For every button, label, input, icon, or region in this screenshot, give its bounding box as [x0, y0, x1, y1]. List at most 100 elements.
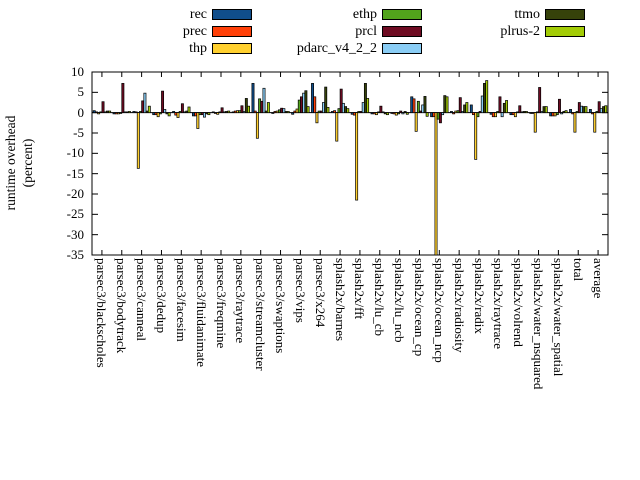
bar-plrus-2 — [187, 106, 191, 114]
legend-item-plrus-2: plrus-2 — [420, 23, 585, 40]
bar-pdarc_v4_2_2 — [560, 112, 564, 115]
bar-prcl — [220, 107, 224, 114]
legend-label: rec — [189, 7, 207, 22]
x-tick-label: parsec3/vips — [292, 258, 308, 323]
bar-prcl — [498, 96, 502, 114]
bar-prec — [452, 112, 456, 115]
bar-plrus-2 — [108, 110, 112, 114]
bar-prec — [412, 98, 416, 114]
bar-pdarc_v4_2_2 — [441, 112, 445, 116]
bar-thp — [513, 112, 517, 118]
bar-plrus-2 — [167, 112, 171, 117]
x-tick-label: splash2x/lu_ncb — [392, 258, 408, 343]
bar-plrus-2 — [485, 80, 489, 114]
bar-plrus-2 — [564, 110, 568, 114]
bar-rec — [251, 83, 255, 114]
legend-label: ttmo — [514, 7, 540, 22]
x-tick-label: splash2x/volrend — [511, 258, 527, 347]
bar-thp — [434, 112, 438, 256]
bar-plrus-2 — [306, 106, 310, 114]
bar-ttmo — [244, 98, 248, 114]
bar-prcl — [240, 105, 244, 114]
bar-thp — [216, 112, 220, 115]
bar-thp — [97, 112, 101, 115]
bar-ethp — [555, 112, 559, 116]
bar-pdarc_v4_2_2 — [401, 112, 405, 115]
bar-rec — [172, 111, 176, 114]
x-tick-label: parsec3/bodytrack — [114, 258, 130, 354]
y-tick-label: -25 — [66, 206, 84, 222]
legend-label: plrus-2 — [500, 24, 540, 39]
bar-plrus-2 — [147, 105, 151, 114]
bar-pdarc_v4_2_2 — [203, 112, 206, 118]
bar-prec — [333, 110, 337, 114]
bar-thp — [593, 112, 597, 133]
bar-pdarc_v4_2_2 — [163, 109, 167, 114]
bar-pdarc_v4_2_2 — [262, 87, 266, 114]
bar-plrus-2 — [584, 106, 588, 114]
legend-label: ethp — [352, 7, 377, 22]
y-tick-label: -30 — [66, 226, 84, 242]
x-tick-label: splash2x/water_spatial — [550, 258, 566, 377]
x-tick-label: parsec3/raytrace — [233, 258, 249, 344]
legend-label: pdarc_v4_2_2 — [296, 41, 377, 56]
bar-ethp — [416, 100, 420, 114]
y-tick-label: -20 — [66, 186, 84, 201]
legend-item-pdarc_v4_2_2: pdarc_v4_2_2 — [257, 40, 422, 57]
legend-swatch-ttmo — [545, 9, 585, 20]
x-tick-label: splash2x/ocean_cp — [411, 258, 427, 357]
bar-ethp — [119, 112, 123, 114]
bar-plrus-2 — [366, 98, 370, 114]
legend-item-ethp: ethp — [257, 6, 422, 23]
bar-ttmo — [304, 90, 308, 114]
bar-prcl — [458, 97, 462, 114]
y-tick-label: 10 — [71, 64, 84, 79]
y-tick-label: 0 — [77, 104, 85, 120]
bar-ethp — [476, 112, 480, 118]
bar-prec — [134, 111, 138, 114]
y-axis-title: runtime overhead (percent) — [2, 63, 36, 263]
x-tick-label: parsec3/facesim — [173, 258, 189, 342]
x-tick-label: splash2x/barnes — [332, 258, 348, 342]
bar-plrus-2 — [445, 96, 449, 114]
bar-prcl — [399, 110, 403, 114]
y-tick-label: -10 — [66, 145, 84, 161]
legend-column: ttmo plrus-2 — [420, 6, 585, 40]
legend-swatch-plrus-2 — [545, 26, 585, 37]
bar-prec — [313, 96, 317, 114]
y-tick-label: -5 — [73, 125, 84, 140]
x-tick-label: splash2x/radiosity — [451, 258, 467, 353]
bar-prcl — [438, 112, 442, 124]
y-axis-title-line2: (percent) — [20, 138, 35, 188]
bar-prcl — [538, 87, 542, 114]
legend-swatch-pdarc_v4_2_2 — [382, 43, 422, 54]
bar-thp — [573, 112, 577, 133]
bar-plrus-2 — [266, 102, 270, 114]
bar-plrus-2 — [425, 112, 429, 117]
bar-thp — [176, 112, 180, 118]
x-tick-label: parsec3/canneal — [134, 258, 150, 342]
bar-rec — [469, 104, 473, 114]
x-tick-label: splash2x/radix — [471, 258, 487, 334]
bar-plrus-2 — [326, 107, 330, 114]
legend-swatch-prcl — [382, 26, 422, 37]
legend-column: ethp prcl pdarc_v4_2_2 — [257, 6, 422, 57]
bar-thp — [414, 112, 418, 132]
bar-rec — [211, 111, 215, 114]
x-tick-label: splash2x/raytrace — [491, 258, 507, 349]
bar-plrus-2 — [604, 105, 608, 114]
legend-swatch-prec — [212, 26, 252, 37]
bar-pdarc_v4_2_2 — [500, 112, 504, 118]
bar-ttmo — [363, 83, 367, 114]
bar-ttmo — [324, 86, 328, 114]
legend-swatch-thp — [212, 43, 252, 54]
bar-pdarc_v4_2_2 — [381, 111, 385, 114]
legend-item-thp: thp — [87, 40, 252, 57]
bar-plrus-2 — [524, 111, 528, 114]
bar-thp — [136, 112, 140, 169]
bar-prcl — [339, 88, 343, 114]
x-tick-label: parsec3/x264 — [312, 258, 328, 328]
bar-prcl — [180, 103, 184, 114]
legend-item-prec: prec — [87, 23, 252, 40]
